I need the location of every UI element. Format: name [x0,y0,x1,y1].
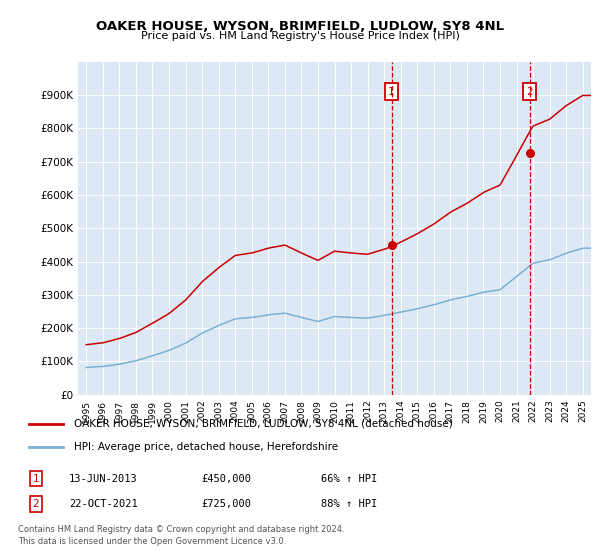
Text: 66% ↑ HPI: 66% ↑ HPI [321,474,377,484]
Text: £450,000: £450,000 [201,474,251,484]
Text: 13-JUN-2013: 13-JUN-2013 [69,474,138,484]
Text: Price paid vs. HM Land Registry's House Price Index (HPI): Price paid vs. HM Land Registry's House … [140,31,460,41]
Text: OAKER HOUSE, WYSON, BRIMFIELD, LUDLOW, SY8 4NL: OAKER HOUSE, WYSON, BRIMFIELD, LUDLOW, S… [96,20,504,32]
Text: This data is licensed under the Open Government Licence v3.0.: This data is licensed under the Open Gov… [18,537,286,546]
Text: £725,000: £725,000 [201,499,251,509]
Text: 2: 2 [526,87,533,96]
Text: 88% ↑ HPI: 88% ↑ HPI [321,499,377,509]
Text: 22-OCT-2021: 22-OCT-2021 [69,499,138,509]
Text: OAKER HOUSE, WYSON, BRIMFIELD, LUDLOW, SY8 4NL (detached house): OAKER HOUSE, WYSON, BRIMFIELD, LUDLOW, S… [74,419,453,429]
Text: 1: 1 [32,474,40,484]
Text: 2: 2 [32,499,40,509]
Text: Contains HM Land Registry data © Crown copyright and database right 2024.: Contains HM Land Registry data © Crown c… [18,525,344,534]
Text: 1: 1 [388,87,395,96]
Text: HPI: Average price, detached house, Herefordshire: HPI: Average price, detached house, Here… [74,442,338,452]
